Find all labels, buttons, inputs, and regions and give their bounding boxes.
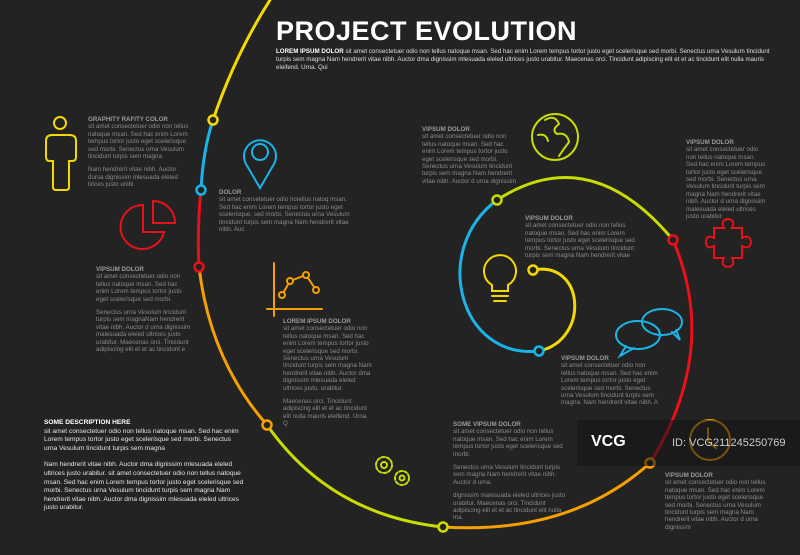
timeline-node (533, 345, 545, 357)
description-block: SOME DESCRIPTION HERE sit amet consectetu… (44, 419, 244, 521)
block-heading: VIPSUM DOLOR (561, 355, 609, 362)
block-text: Senectus urna Vesulum tincidunt turpis s… (453, 464, 560, 486)
block-heading: GRAPHITY RAFITY COLOR (88, 116, 168, 123)
block-text: sit amet consectetuer odio non tellus na… (686, 146, 766, 221)
intro-bold: LOREM IPSUM DOLOR (276, 48, 344, 55)
path-segment (441, 461, 652, 530)
path-segment (211, 0, 272, 122)
puzzle-icon (704, 217, 753, 269)
text-block: SOME VIPSUM DOLOR sit amet consectetuer o… (453, 421, 571, 528)
path-segment (531, 267, 577, 353)
path-segment (196, 188, 203, 269)
path-segment (197, 265, 269, 427)
description-heading: SOME DESCRIPTION HERE (44, 419, 131, 426)
map-pin-icon (243, 139, 277, 190)
text-block: VIPSUM DOLOR sit amet consectetuer odio n… (422, 126, 517, 191)
block-text: sit amet consetetuer odio notellus natoq… (219, 196, 350, 234)
intro-body: sit amet consectetuer odio non tellus na… (276, 48, 770, 71)
timeline-node (207, 114, 219, 126)
block-text: sit amet consectetuer odio non tellus na… (88, 123, 189, 161)
block-text: Senectus urna Vesulum tincidunt turpis s… (96, 309, 191, 354)
path-segment (265, 423, 445, 529)
text-block: VIPSUM DOLOR sit amet consectetuer odio n… (525, 215, 640, 265)
block-heading: VIPSUM DOLOR (665, 472, 713, 479)
timeline-node (261, 419, 273, 431)
lightbulb-icon (483, 254, 517, 302)
line-graph-icon (266, 262, 323, 317)
path-segment (458, 198, 541, 353)
path-segment (199, 118, 215, 192)
block-text: sit amet consectetuer odio non tellus na… (96, 273, 182, 303)
gears-icon (375, 456, 410, 486)
block-text: Maecenas orci. Tincidunt adipiscing elit… (283, 398, 368, 428)
block-heading: LOREM IPSUM DOLOR (283, 318, 351, 325)
description-text: sit amet consectetuer odio non tellus na… (44, 427, 239, 452)
text-block: DOLOR sit amet consetetuer odio notellus … (219, 189, 359, 239)
block-heading: VIPSUM DOLOR (686, 139, 734, 146)
block-heading: VIPSUM DOLOR (422, 126, 470, 133)
watermark-id: ID: VCG211245250769 (672, 437, 786, 449)
text-block: VIPSUM DOLOR sit amet consectetuer odio n… (686, 139, 766, 226)
timeline-node (491, 194, 503, 206)
watermark-logo: VCG (591, 433, 626, 450)
globe-icon (531, 113, 579, 161)
text-block: VIPSUM DOLOR sit amet consectetuer odio n… (561, 355, 661, 413)
speech-bubbles-icon (615, 308, 683, 359)
description-text: Nam hendrerit vitae nibh. Auctor dma dig… (44, 461, 244, 512)
block-text: sit amet consectetuer odio non tellus na… (561, 362, 658, 407)
text-block: VIPSUM DOLOR sit amet consectetuer odio n… (96, 266, 191, 359)
page-title: PROJECT EVOLUTION (276, 16, 578, 46)
block-text: sit amet consectetuer odio non tellus na… (422, 133, 517, 185)
timeline-node (437, 521, 449, 533)
block-text: sit amet consectetuer odio non tellus na… (283, 325, 372, 392)
pie-chart-icon (119, 199, 177, 250)
text-block: VIPSUM DOLOR sit amet consectetuer odio n… (665, 472, 773, 537)
path-segment (495, 176, 675, 242)
block-text: sit amet consectetuer odio non tellus na… (665, 479, 766, 531)
block-text: dignissim malesuada eleled ultrices just… (453, 492, 566, 522)
block-heading: DOLOR (219, 189, 242, 196)
intro-text: LOREM IPSUM DOLOR sit amet consectetuer … (276, 48, 776, 72)
timeline-node (193, 261, 205, 273)
block-text: Nam hendrerit vitae nibh. Auctor dursa d… (88, 166, 178, 189)
block-heading: SOME VIPSUM DOLOR (453, 421, 521, 428)
text-block: LOREM IPSUM DOLOR sit amet consectetuer o… (283, 318, 373, 434)
timeline-node (667, 234, 679, 246)
block-text: sit amet consectetuer odio non tellus na… (453, 428, 563, 458)
block-text: sit amet consectetuer odio non tellus na… (525, 222, 635, 260)
block-heading: VIPSUM DOLOR (96, 266, 144, 273)
watermark: VCG ID: VCG211245250769 (577, 420, 800, 466)
text-block: GRAPHITY RAFITY COLOR sit amet consectetu… (88, 116, 193, 195)
person-icon (45, 116, 77, 191)
timeline-node (195, 184, 207, 196)
timeline-node (527, 264, 539, 276)
block-heading: VIPSUM DOLOR (525, 215, 573, 222)
